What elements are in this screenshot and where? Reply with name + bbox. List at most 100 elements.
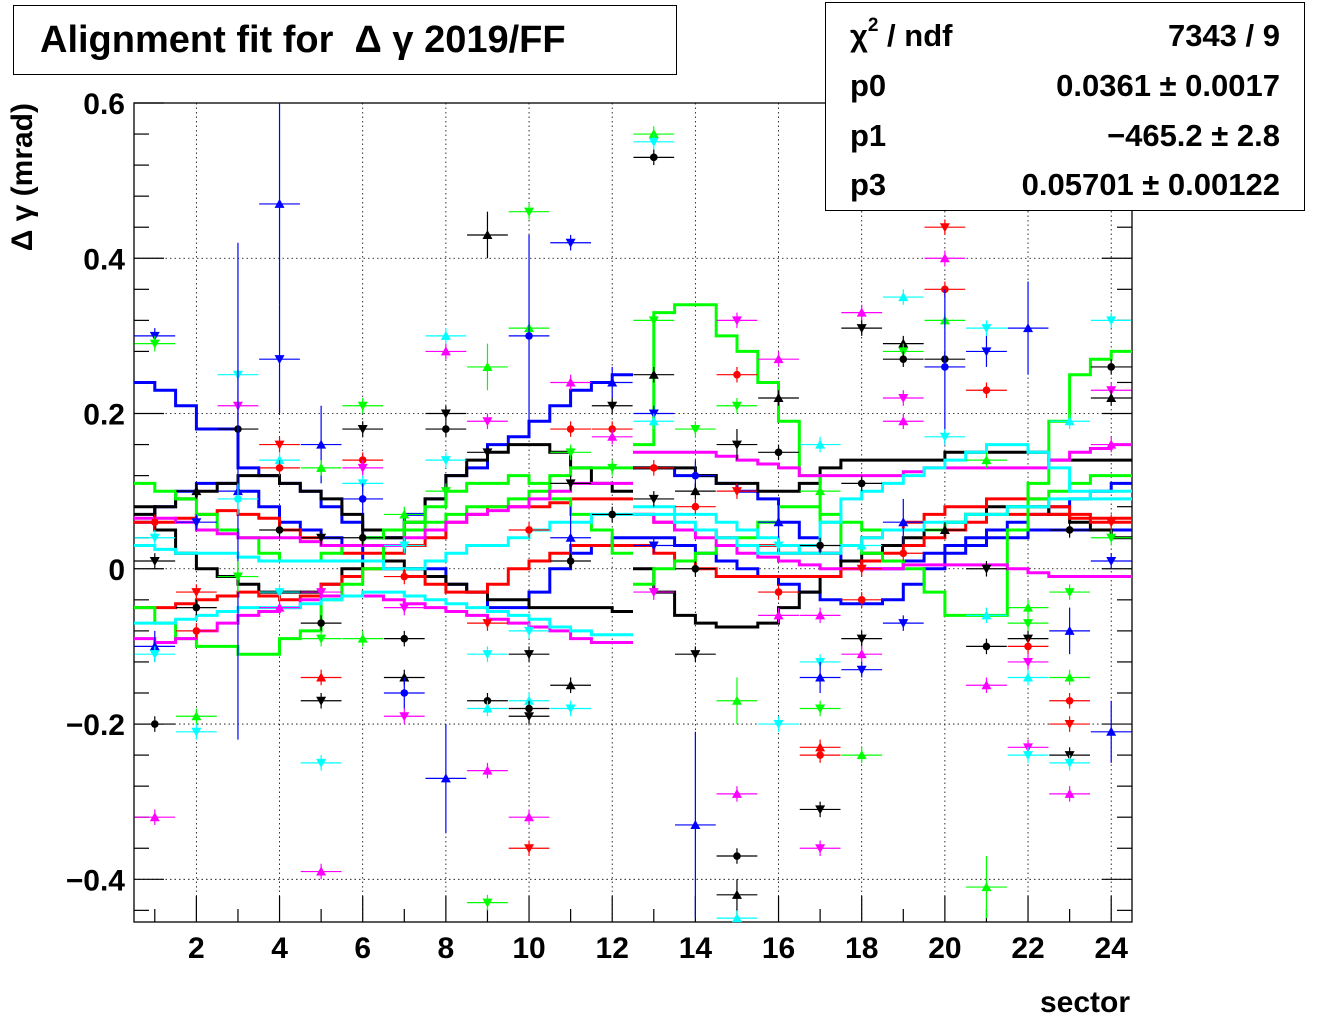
data-point-red [924, 219, 966, 235]
marker-triangle-down [316, 696, 327, 706]
stats-name: p3 [850, 167, 887, 202]
marker-triangle-down [1023, 751, 1034, 761]
data-point-magenta [841, 304, 883, 321]
data-point-red [758, 584, 799, 600]
marker-circle [691, 471, 700, 480]
marker-triangle-up [399, 672, 410, 682]
data-point-cyan [467, 700, 508, 717]
marker-triangle-down [607, 401, 618, 411]
marker-triangle-down [524, 626, 535, 636]
marker-triangle-up [856, 540, 867, 550]
data-point-blue [882, 498, 924, 546]
marker-triangle-up [274, 198, 285, 208]
x-tick-label: 18 [845, 932, 878, 965]
data-point-black [799, 537, 841, 554]
marker-triangle-down [149, 557, 160, 567]
data-point-green [550, 444, 592, 461]
marker-triangle-up [316, 672, 327, 682]
marker-circle [1065, 526, 1074, 534]
data-point-red [841, 592, 883, 608]
stats-value: 7343 / 9 [1167, 18, 1280, 53]
data-point-cyan [758, 537, 799, 554]
marker-triangle-down [482, 448, 493, 458]
marker-triangle-up [815, 610, 826, 620]
marker-circle [317, 619, 325, 627]
data-point-black [633, 149, 675, 166]
data-point-black [342, 529, 384, 546]
data-point-blue [259, 103, 300, 305]
data-point-cyan [550, 700, 592, 717]
data-point-red [259, 436, 300, 453]
marker-circle [691, 502, 700, 511]
marker-triangle-up [1023, 323, 1034, 333]
data-point-blue [1090, 553, 1132, 569]
marker-circle [525, 332, 533, 340]
data-point-cyan [175, 724, 217, 740]
data-point-green [799, 700, 841, 717]
x-tick-label: 12 [596, 932, 629, 965]
data-point-cyan [799, 436, 841, 453]
marker-triangle-down [399, 712, 410, 722]
data-point-blue [841, 661, 883, 678]
stats-name-sup: 2 [867, 14, 879, 36]
marker-circle [608, 510, 617, 519]
marker-triangle-down [981, 324, 992, 334]
data-point-cyan [508, 623, 550, 639]
data-point-red [134, 514, 176, 530]
data-point-blue [175, 514, 217, 530]
stats-name: p0 [850, 68, 887, 103]
data-point-cyan [716, 910, 758, 923]
x-tick-label: 20 [928, 932, 961, 965]
marker-triangle-up [607, 431, 618, 441]
data-point-magenta [758, 607, 799, 624]
data-point-green [716, 677, 758, 725]
data-point-black [300, 692, 342, 709]
data-point-green [633, 312, 675, 329]
data-point-magenta [467, 762, 508, 779]
marker-triangle-up [440, 346, 451, 356]
data-point-cyan [259, 584, 300, 600]
data-point-black [508, 646, 550, 662]
marker-triangle-up [607, 377, 618, 387]
marker-circle [358, 495, 367, 503]
marker-circle [899, 549, 908, 558]
data-point-black [716, 879, 758, 911]
marker-triangle-up [856, 750, 867, 760]
marker-triangle-up [648, 129, 659, 139]
marker-triangle-up [773, 392, 784, 402]
marker-triangle-down [274, 440, 285, 450]
data-point-green [217, 561, 259, 593]
x-tick-label: 10 [512, 932, 545, 965]
data-point-blue [924, 289, 966, 445]
marker-circle [733, 852, 741, 860]
data-point-black [591, 397, 633, 414]
data-point-magenta [882, 390, 924, 406]
data-point-cyan [924, 429, 966, 445]
data-point-green [342, 397, 384, 414]
marker-triangle-down [607, 463, 618, 473]
fit-line-magenta [134, 594, 633, 644]
data-point-cyan [841, 537, 883, 554]
x-tick-label: 8 [438, 932, 455, 965]
data-point-black [799, 801, 841, 818]
marker-triangle-down [482, 619, 493, 629]
x-tick-label: 14 [679, 932, 713, 965]
data-point-blue [966, 335, 1007, 367]
marker-triangle-up [1023, 602, 1034, 612]
data-point-green [300, 630, 342, 647]
data-point-green [799, 483, 841, 499]
data-point-cyan [966, 607, 1007, 624]
data-point-black [841, 630, 883, 647]
data-point-blue [1090, 700, 1132, 763]
marker-triangle-up [856, 649, 867, 659]
y-tick-label: 0.4 [83, 243, 125, 276]
marker-triangle-down [1064, 720, 1075, 730]
data-point-black [300, 615, 342, 631]
marker-triangle-down [856, 634, 867, 644]
marker-circle [525, 526, 533, 534]
y-axis-label: Δ γ (mrad) [6, 103, 39, 251]
marker-triangle-down [815, 704, 826, 714]
marker-triangle-down [565, 479, 576, 489]
fit-line-cyan [633, 489, 1132, 555]
marker-triangle-down [1064, 588, 1075, 598]
